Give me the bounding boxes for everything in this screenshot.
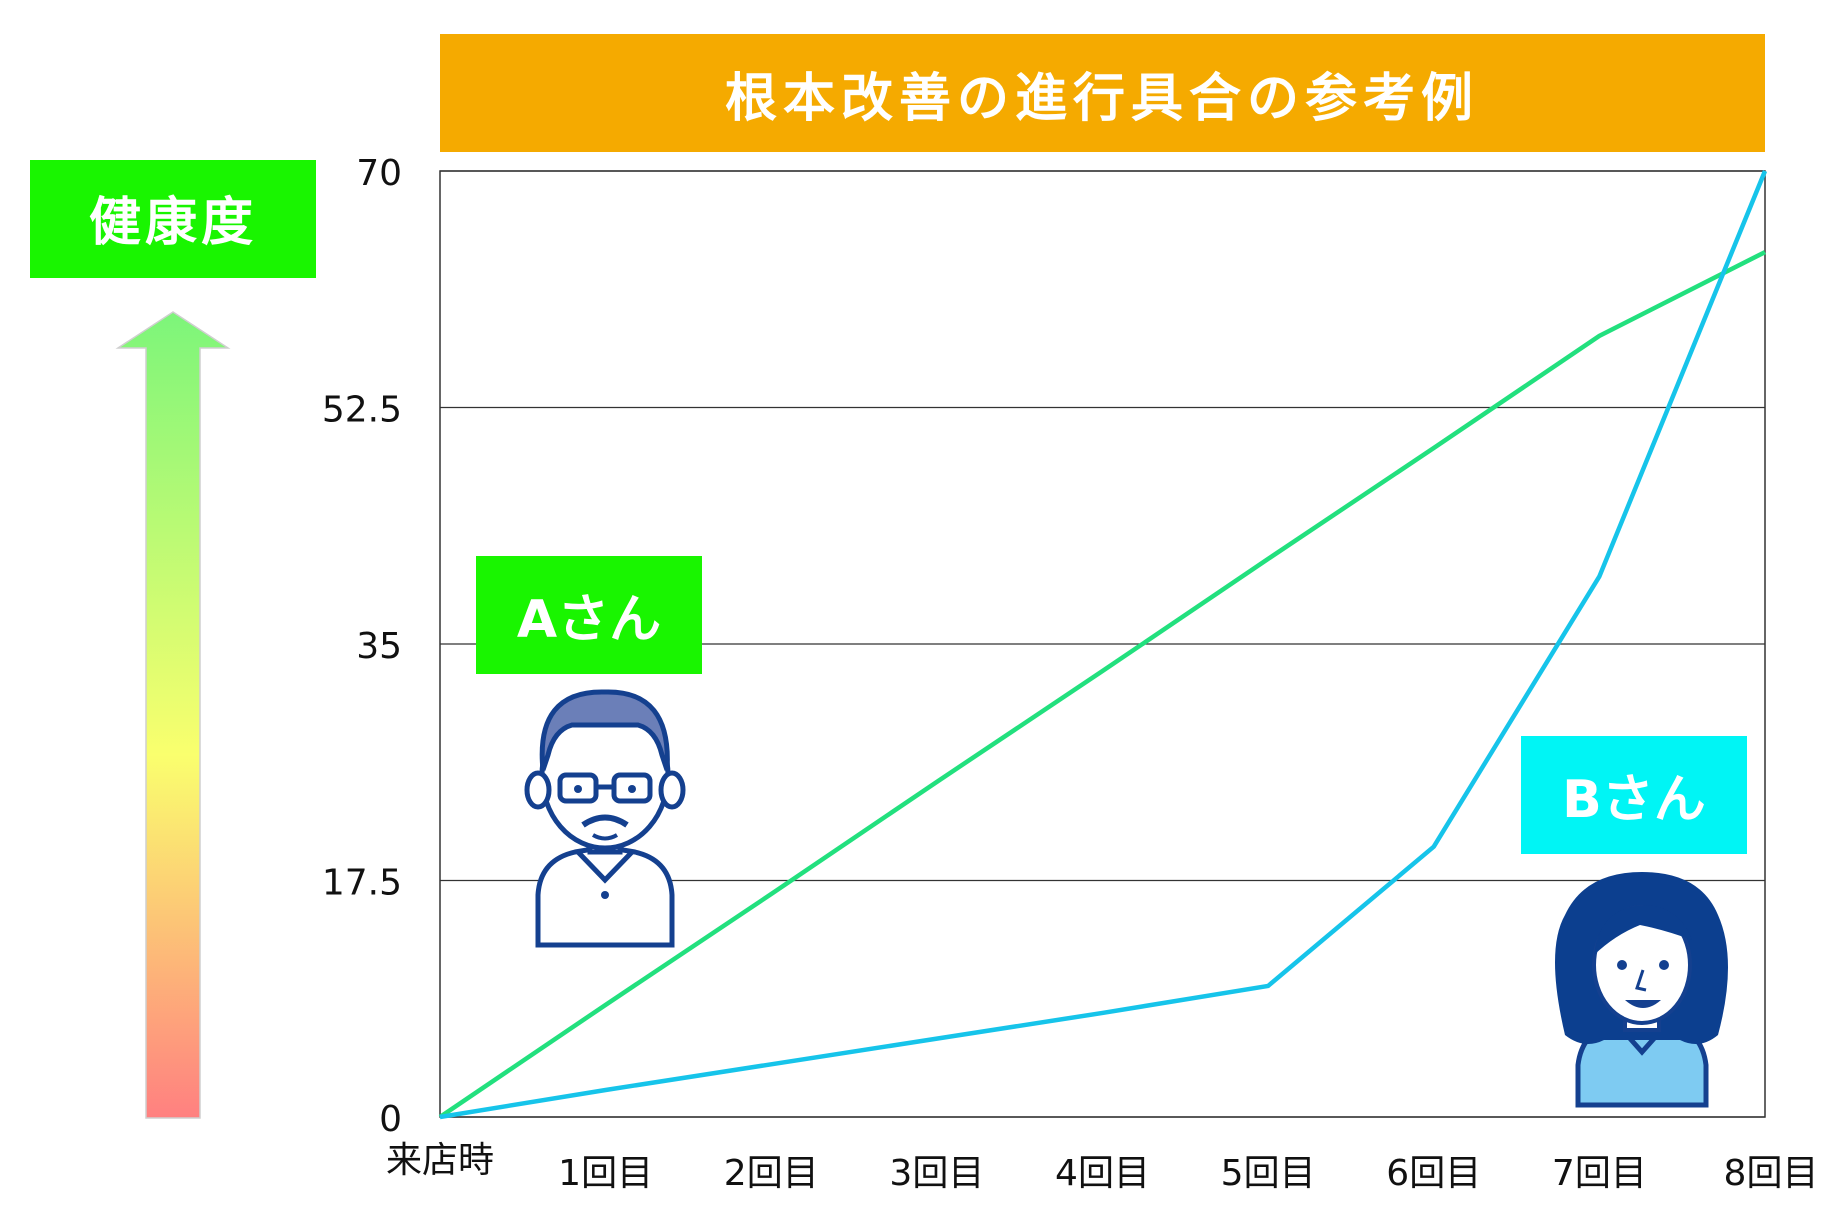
y-tick-label: 52.5: [322, 390, 402, 431]
y-tick-label: 35: [356, 626, 402, 667]
person-b-label-box: [1521, 736, 1747, 854]
x-tick-label: 2回目: [724, 1153, 819, 1194]
x-tick-label: 7回目: [1552, 1153, 1647, 1194]
person-b-label: Bさん: [1562, 770, 1706, 830]
health-label-box: [30, 160, 316, 278]
man-with-glasses-icon: [524, 689, 686, 948]
woman-icon: [1555, 872, 1728, 1108]
x-tick-label: 4回目: [1055, 1153, 1150, 1194]
x-tick-label: 8回目: [1724, 1153, 1819, 1194]
x-tick-label: 3回目: [889, 1153, 984, 1194]
health-up-arrow-icon: [115, 311, 231, 1119]
y-tick-label: 17.5: [322, 863, 402, 904]
y-axis-ticks: 0 17.5 35 52.5 70: [322, 153, 402, 1140]
x-tick-label: 5回目: [1221, 1153, 1316, 1194]
health-label: 健康度: [89, 193, 257, 253]
x-tick-label: 1回目: [558, 1153, 653, 1194]
chart-title: 根本改善の進行具合の参考例: [725, 69, 1479, 129]
x-axis-ticks: 来店時 1回目 2回目 3回目 4回目 5回目 6回目 7回目 8回目: [386, 1140, 1818, 1194]
series-layer: [438, 170, 1768, 1120]
x-tick-label: 来店時: [386, 1140, 494, 1181]
y-tick-label: 70: [356, 153, 402, 194]
person-a-label-box: [476, 556, 702, 674]
x-tick-label: 6回目: [1386, 1153, 1481, 1194]
chart-title-banner: [440, 34, 1765, 152]
person-a-label: Aさん: [517, 590, 661, 650]
plot-frame: [439, 170, 1766, 1118]
y-tick-label: 0: [379, 1099, 402, 1140]
